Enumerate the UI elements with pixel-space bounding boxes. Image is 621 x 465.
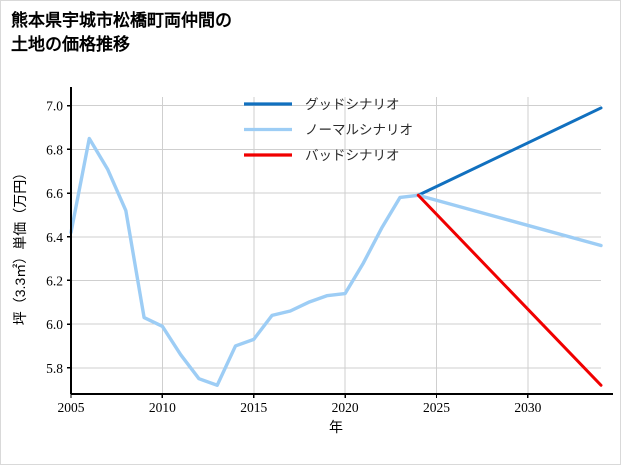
gridlines: [70, 97, 601, 394]
page-title: 熊本県宇城市松橋町両仲間の 土地の価格推移: [11, 11, 232, 55]
legend-label: ノーマルシナリオ: [305, 123, 413, 138]
series-lines: [69, 106, 603, 387]
y-axis-ticks: 5.8 6.0 6.2 6.4 6.6 6.8 7.0: [46, 99, 71, 376]
x-tick-label: 2030: [514, 400, 541, 415]
x-tick-label: 2010: [149, 400, 176, 415]
legend-label: バッドシナリオ: [305, 148, 400, 163]
y-tick-label: 7.0: [46, 99, 63, 114]
y-tick-label: 6.4: [46, 230, 63, 245]
y-tick-label: 6.0: [46, 317, 63, 332]
y-tick-label: 6.6: [46, 186, 63, 201]
axis-titles: 年 坪（3.3㎡）単価（万円）: [12, 166, 343, 435]
y-tick-label: 6.8: [46, 142, 63, 157]
x-tick-label: 2020: [332, 400, 359, 415]
y-tick-label: 5.8: [46, 361, 63, 376]
x-tick-label: 2025: [423, 400, 450, 415]
series-line-good: [416, 106, 603, 197]
x-tick-label: 2015: [240, 400, 267, 415]
series-line-bad: [416, 193, 603, 387]
x-tick-label: 2005: [58, 400, 85, 415]
legend-label: グッドシナリオ: [305, 97, 400, 112]
y-axis-title: 坪（3.3㎡）単価（万円）: [12, 166, 28, 325]
x-axis-ticks: 2005 2010 2015 2020 2025 2030: [58, 394, 542, 415]
x-axis-title: 年: [329, 419, 343, 435]
series-line-normal: [69, 136, 603, 387]
y-tick-label: 6.2: [46, 273, 63, 288]
axis-spines: [69, 87, 613, 396]
